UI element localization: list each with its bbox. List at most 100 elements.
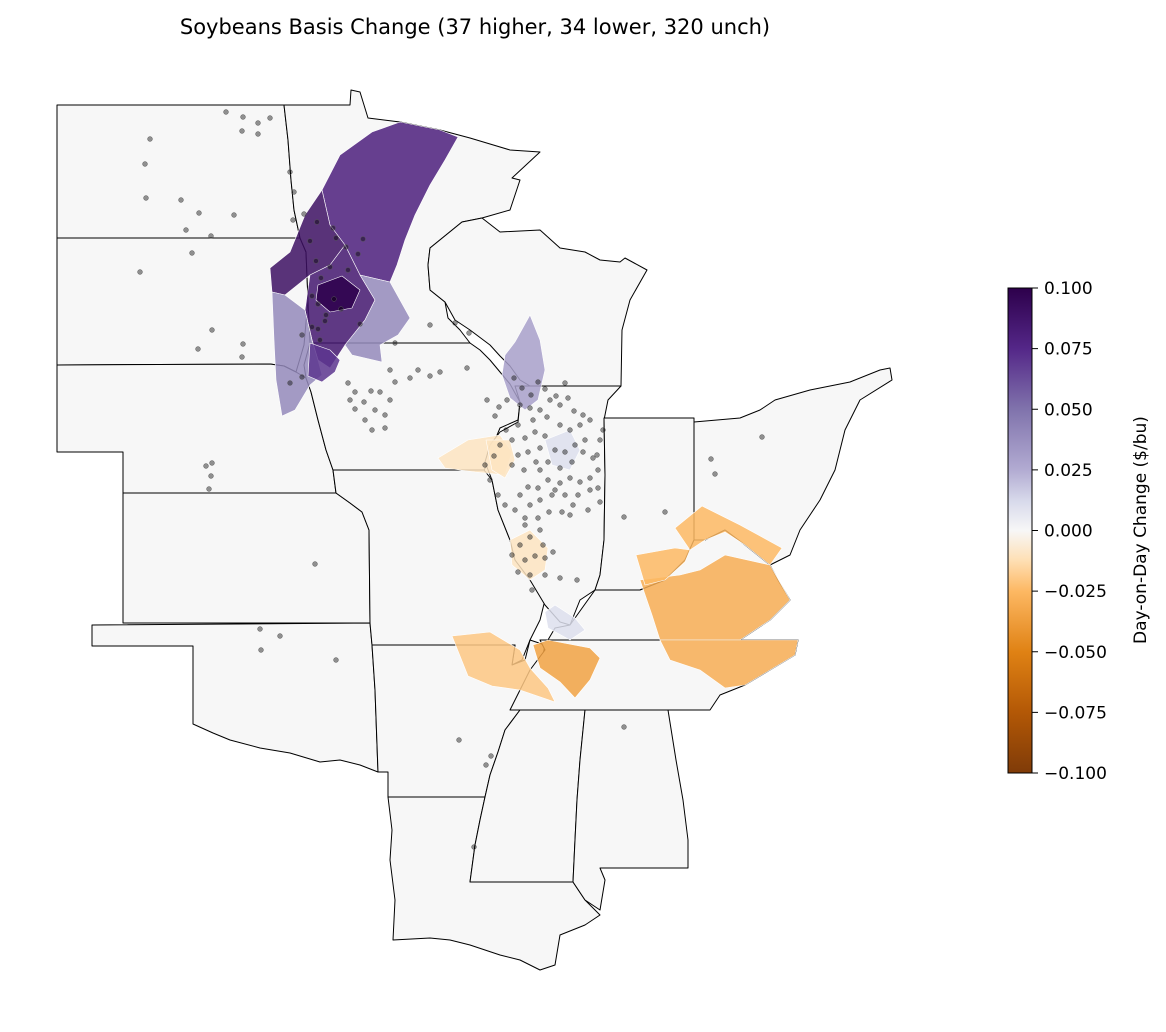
elevator-marker	[557, 402, 563, 408]
elevator-marker	[562, 449, 568, 455]
elevator-marker	[521, 467, 527, 473]
colorbar-gradient	[1007, 287, 1033, 774]
elevator-marker	[532, 429, 538, 435]
elevator-marker	[557, 575, 563, 581]
elevator-marker	[545, 459, 551, 465]
colorbar-tick-label: 0.025	[1044, 461, 1093, 481]
region-ar-northeast	[451, 631, 556, 703]
elevator-marker	[345, 267, 351, 273]
elevator-marker	[331, 296, 337, 302]
elevator-marker	[542, 433, 548, 439]
elevator-marker	[357, 321, 363, 327]
elevator-marker	[529, 587, 535, 593]
elevator-marker	[239, 354, 245, 360]
elevator-marker	[509, 437, 515, 443]
elevator-marker	[347, 397, 353, 403]
elevator-marker	[552, 487, 558, 493]
elevator-marker	[291, 189, 297, 195]
elevator-marker	[327, 264, 333, 270]
elevator-marker	[759, 434, 765, 440]
elevator-marker	[600, 427, 606, 433]
elevator-marker	[517, 542, 523, 548]
elevator-marker	[368, 388, 374, 394]
elevator-marker	[189, 250, 195, 256]
elevator-marker	[318, 275, 324, 281]
elevator-marker	[387, 367, 393, 373]
elevator-marker	[208, 473, 214, 479]
elevator-marker	[407, 375, 413, 381]
colorbar-tick-label: 0.075	[1044, 340, 1093, 360]
elevator-marker	[240, 114, 246, 120]
elevator-marker	[509, 462, 515, 468]
elevator-marker	[208, 233, 214, 239]
elevator-marker	[537, 407, 543, 413]
elevator-marker	[309, 324, 315, 330]
elevator-marker	[452, 320, 458, 326]
elevator-marker	[496, 404, 502, 410]
elevator-marker	[437, 369, 443, 375]
elevator-marker	[258, 647, 264, 653]
map-area	[56, 89, 893, 971]
elevator-marker	[299, 332, 305, 338]
elevator-marker	[545, 477, 551, 483]
elevator-marker	[708, 456, 714, 462]
elevator-marker	[567, 475, 573, 481]
elevator-marker	[571, 408, 577, 414]
elevator-marker	[415, 367, 421, 373]
region-tn-central	[659, 639, 799, 689]
elevator-marker	[345, 380, 351, 386]
elevator-marker	[209, 327, 215, 333]
elevator-marker	[277, 633, 283, 639]
elevator-marker	[203, 463, 209, 469]
elevator-marker	[562, 380, 568, 386]
elevator-marker	[487, 477, 493, 483]
elevator-marker	[427, 373, 433, 379]
colorbar-tick-label: 0.000	[1044, 522, 1093, 542]
state-north-dakota	[56, 104, 301, 239]
elevator-marker	[559, 509, 565, 515]
elevator-marker	[565, 395, 571, 401]
region-tn-west	[532, 639, 601, 699]
elevator-marker	[267, 115, 273, 121]
elevator-marker	[580, 412, 586, 418]
elevator-marker	[352, 406, 358, 412]
elevator-marker	[525, 449, 531, 455]
state-boundaries	[56, 89, 893, 971]
region-il-east-central	[544, 429, 581, 471]
elevator-marker	[143, 195, 149, 201]
elevator-marker	[427, 322, 433, 328]
elevator-marker	[621, 724, 627, 730]
elevator-marker	[525, 484, 531, 490]
elevator-marker	[231, 212, 237, 218]
elevator-marker	[492, 413, 498, 419]
elevator-marker	[595, 467, 601, 473]
elevator-marker	[535, 379, 541, 385]
elevator-marker	[299, 374, 305, 380]
elevator-marker	[533, 459, 539, 465]
state-oklahoma	[91, 622, 379, 773]
elevator-marker	[569, 459, 575, 465]
colorbar-tick-label: −0.025	[1044, 582, 1107, 602]
colorbar-tick-label: −0.075	[1044, 703, 1107, 723]
elevator-marker	[503, 427, 509, 433]
elevator-marker	[537, 445, 543, 451]
elevator-marker	[287, 380, 293, 386]
elevator-marker	[544, 414, 550, 420]
elevator-marker	[532, 553, 538, 559]
elevator-marker	[590, 455, 596, 461]
region-wi-southwest	[501, 314, 546, 411]
elevator-marker	[315, 326, 321, 332]
elevator-marker	[515, 452, 521, 458]
elevator-marker	[553, 393, 559, 399]
elevator-marker	[362, 417, 368, 423]
elevator-marker	[137, 269, 143, 275]
grain-elevator-markers	[137, 109, 765, 850]
region-ky-central	[639, 554, 791, 641]
elevator-marker	[314, 219, 320, 225]
elevator-marker	[309, 293, 315, 299]
elevator-marker	[382, 425, 388, 431]
elevator-marker	[577, 422, 583, 428]
colorbar-tick-label: −0.050	[1044, 643, 1107, 663]
elevator-marker	[515, 422, 521, 428]
elevator-marker	[239, 128, 245, 134]
